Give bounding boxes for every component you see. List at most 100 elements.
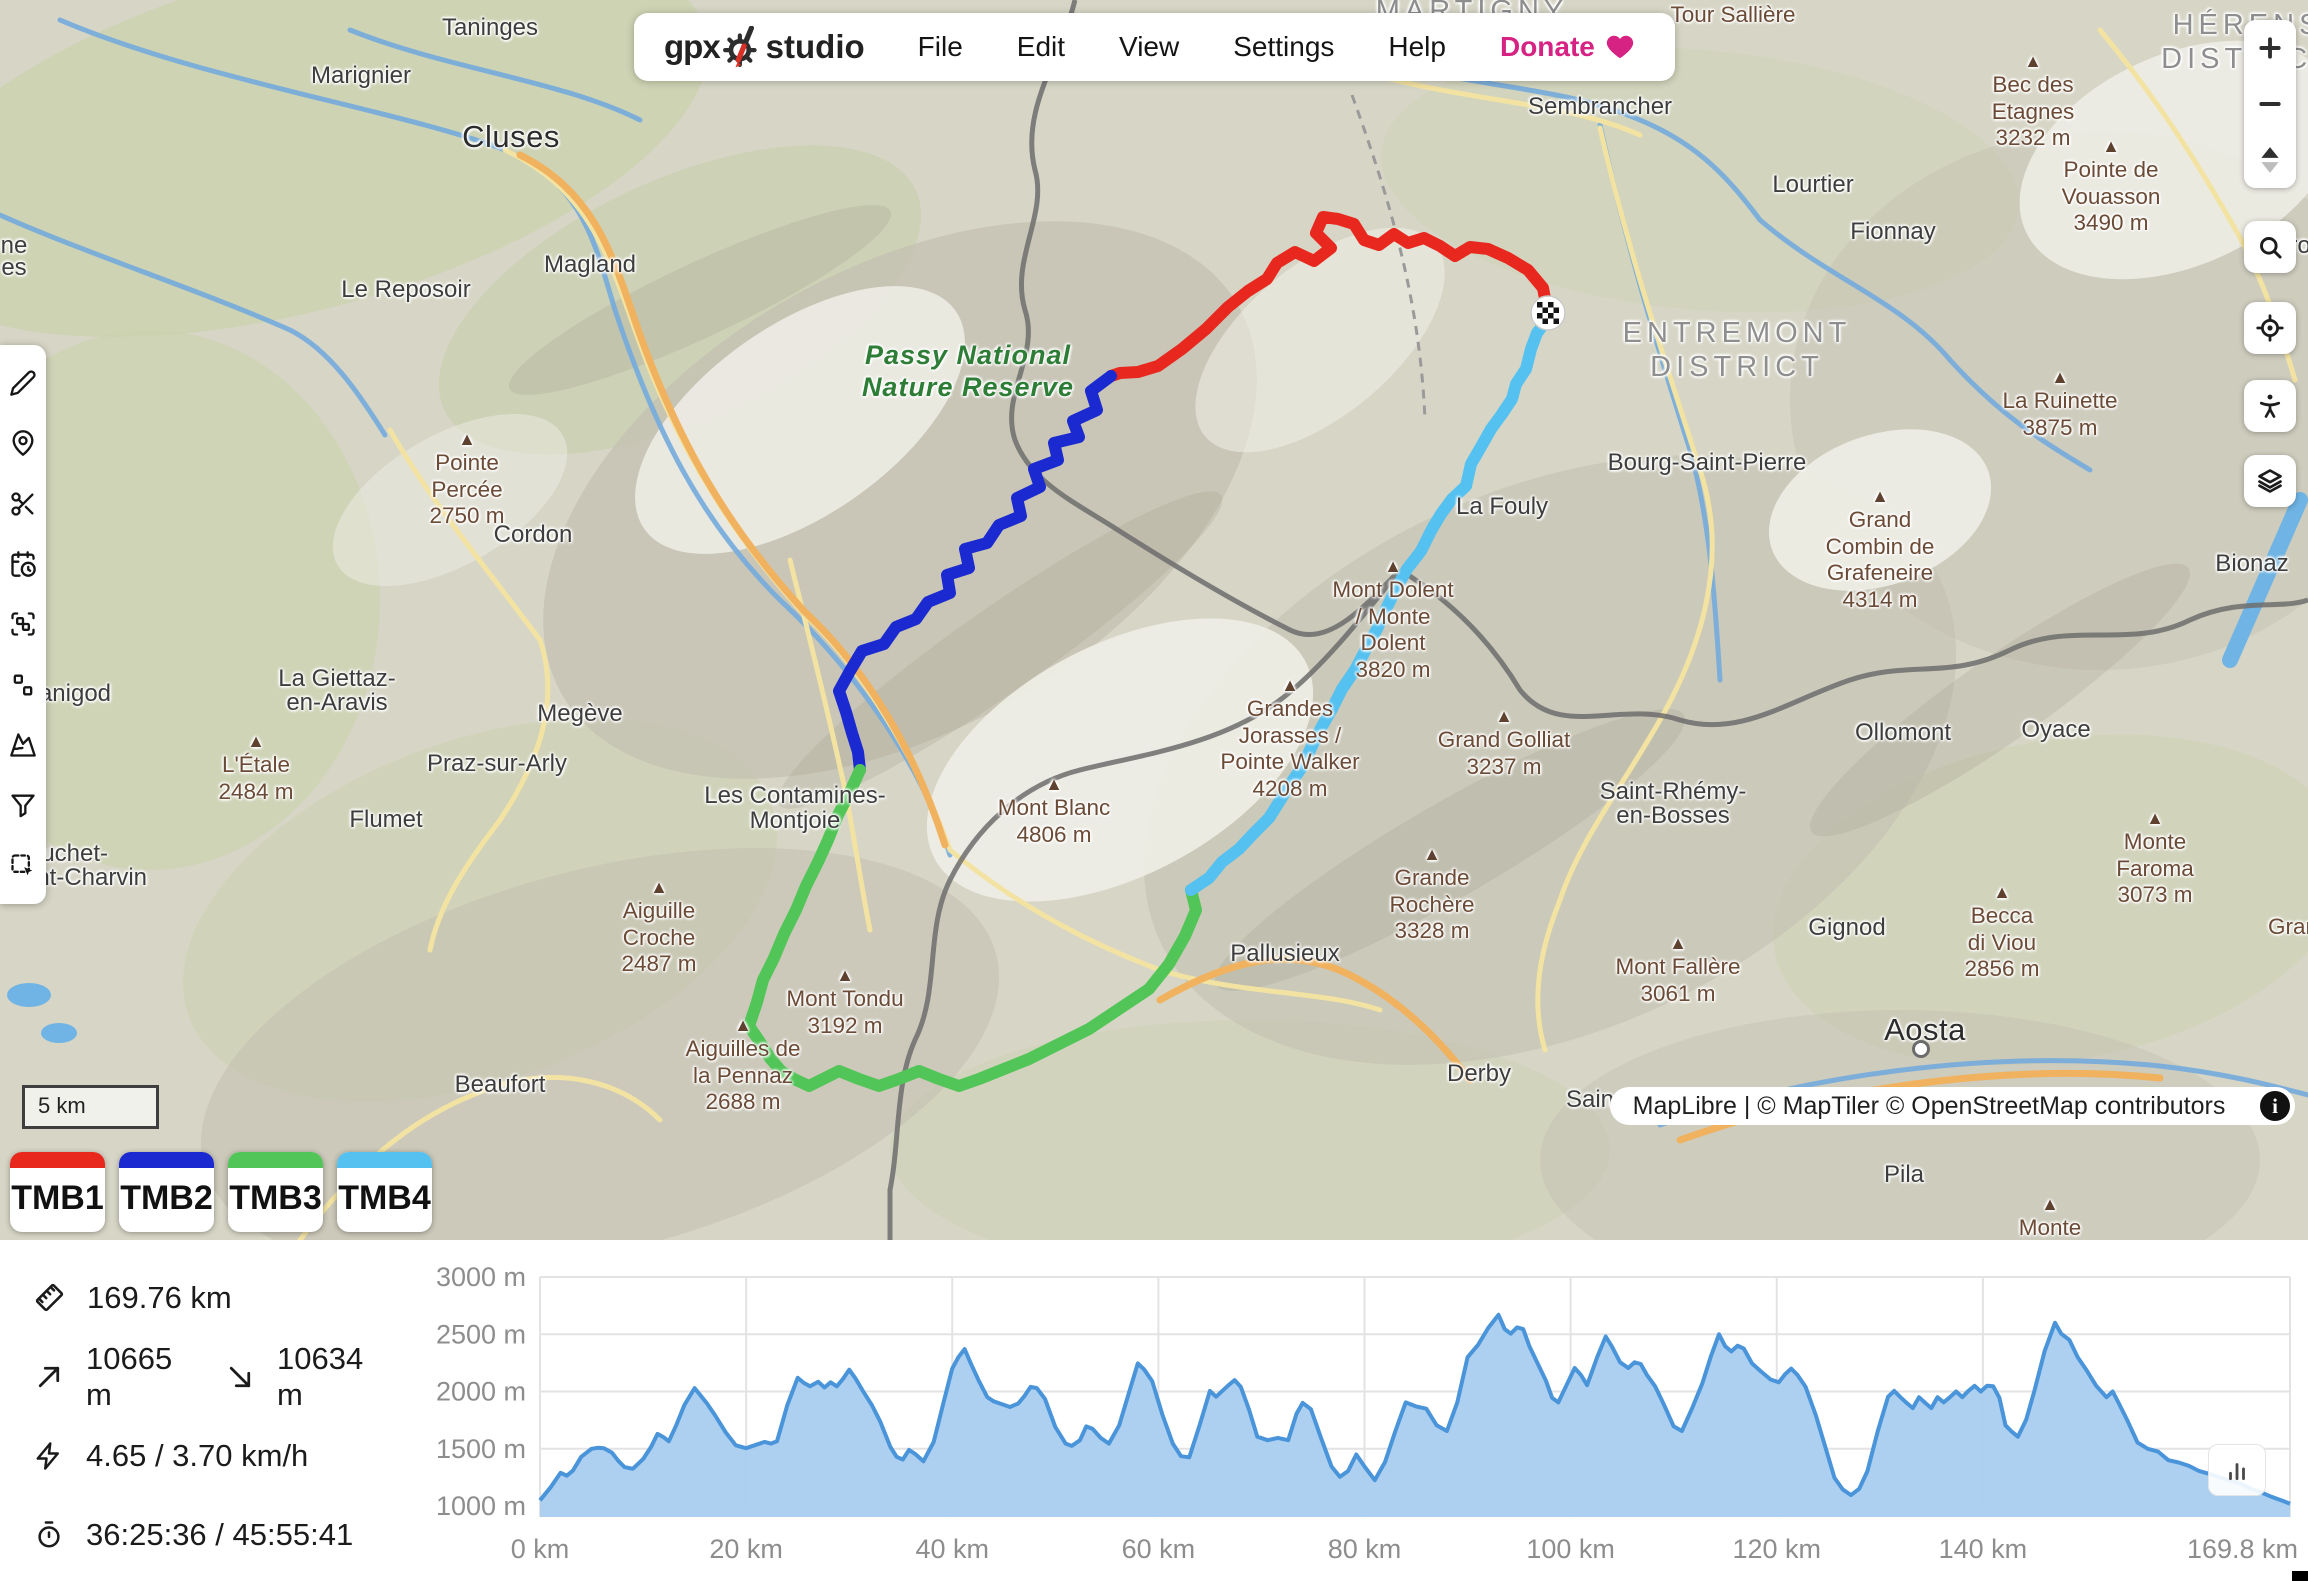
ruler-icon bbox=[35, 1283, 64, 1312]
lake bbox=[41, 1023, 77, 1043]
peak-triangle-icon: ▲ bbox=[1871, 486, 1889, 506]
lake bbox=[7, 983, 51, 1007]
app-logo[interactable]: gpx studio bbox=[664, 26, 865, 68]
track-tab-tmb2[interactable]: TMB2 bbox=[119, 1152, 214, 1232]
map-label-town: Flumet bbox=[349, 806, 423, 833]
info-icon[interactable]: i bbox=[2260, 1091, 2290, 1121]
calendar-clock-icon[interactable] bbox=[3, 544, 43, 584]
map-label-town: La Fouly bbox=[1455, 493, 1549, 520]
map-label-town: ne bbox=[0, 232, 28, 259]
stat-distance: 169.76 km bbox=[34, 1258, 394, 1337]
peak-triangle-icon: ▲ bbox=[1384, 556, 1402, 576]
map-label-peak: ▲ Grande Rochère 3328 m bbox=[1389, 844, 1475, 944]
track-TMB4[interactable] bbox=[1185, 309, 1554, 896]
stat-speed: 4.65 / 3.70 km/h bbox=[34, 1416, 394, 1495]
map-label-nature-reserve: Passy National Nature Reserve bbox=[861, 340, 1075, 402]
tilt-button[interactable] bbox=[2244, 132, 2296, 188]
track-TMB1[interactable] bbox=[1105, 211, 1554, 382]
map-label-peak: ▲ Monte Faroma 3073 m bbox=[2116, 808, 2194, 908]
map-label-town: en-Aravis bbox=[286, 689, 388, 716]
map-label-town: Megève bbox=[537, 700, 623, 727]
peak-triangle-icon: ▲ bbox=[458, 429, 476, 449]
menubar: gpx studio File Edit View Settings Help Dona… bbox=[634, 13, 1675, 81]
map-label-peak: ▲ Grandes Jorasses / Pointe Walker 4208 m bbox=[1220, 675, 1360, 801]
menu-item-edit[interactable]: Edit bbox=[1016, 31, 1066, 62]
funnel-icon[interactable] bbox=[3, 785, 43, 825]
map-label-peak: Tour Sallière bbox=[1670, 2, 1796, 27]
menu-item-file[interactable]: File bbox=[917, 31, 963, 62]
track-tab-tmb4[interactable]: TMB4 bbox=[337, 1152, 432, 1232]
zap-icon bbox=[36, 1441, 59, 1470]
map-label-peak: ▲ Mont Blanc 4806 m bbox=[997, 774, 1111, 847]
map-label-town: es bbox=[1, 254, 27, 281]
track-tabs: TMB1 TMB2 TMB3 TMB4 bbox=[10, 1152, 432, 1232]
elevation-panel: 169.76 km 10665 m 10634 m 4.65 / 3.70 km… bbox=[0, 1240, 2308, 1581]
layers-icon[interactable] bbox=[2244, 455, 2296, 507]
map-label-town: Le Reposoir bbox=[341, 276, 471, 303]
tab-color-stripe bbox=[337, 1152, 432, 1168]
map-label-peak: ▲ Pointe de Vouasson 3490 m bbox=[2061, 136, 2161, 236]
map-label-town: Fionnay bbox=[1850, 218, 1936, 245]
track-TMB2[interactable] bbox=[833, 370, 1117, 776]
map-labels: Taninges Marignier Cluses Magland Le Reposoi… bbox=[0, 0, 2308, 1240]
menu-item-settings[interactable]: Settings bbox=[1233, 31, 1335, 62]
map-label-town: Sain bbox=[1565, 1086, 1615, 1113]
peak-triangle-icon: ▲ bbox=[2024, 51, 2042, 71]
logo-studio-text: studio bbox=[765, 28, 865, 65]
map-label-town: Oyace bbox=[2021, 716, 2091, 743]
donate-label: Donate bbox=[1499, 31, 1595, 62]
map-canvas[interactable]: Taninges Marignier Cluses Magland Le Reposoi… bbox=[0, 0, 2308, 1240]
distance-value: 169.76 km bbox=[87, 1279, 232, 1315]
map-label-town: Pila bbox=[1883, 1161, 1925, 1188]
merge-scan-icon[interactable] bbox=[3, 604, 43, 644]
speed-value: 4.65 / 3.70 km/h bbox=[86, 1437, 309, 1473]
map-label-peak: Gran bbox=[2267, 914, 2308, 939]
map-terrain bbox=[0, 0, 2308, 1240]
map-pin-icon[interactable] bbox=[3, 423, 43, 463]
locate-icon[interactable] bbox=[2244, 302, 2296, 354]
elevation-chart[interactable]: 1000 m 1500 m 2000 m 2500 m 3000 m 0 km 20 km 4… bbox=[390, 1240, 2308, 1581]
map-label-town: Bourg-Saint-Pierre bbox=[1607, 449, 1807, 476]
locate-control bbox=[2244, 302, 2296, 354]
map-attribution: MapLibre | © MapTiler © OpenStreetMap co… bbox=[1610, 1087, 2295, 1125]
search-icon[interactable] bbox=[2244, 221, 2296, 273]
map-label-town: Cordon bbox=[493, 521, 573, 548]
svg-text:20 km: 20 km bbox=[709, 1534, 783, 1564]
tab-label: TMB4 bbox=[338, 1179, 431, 1217]
stat-elevation-gain: 10665 m 10634 m bbox=[34, 1337, 394, 1416]
zoom-in-button[interactable] bbox=[2244, 20, 2296, 76]
stats-panel: 169.76 km 10665 m 10634 m 4.65 / 3.70 km… bbox=[34, 1258, 394, 1574]
svg-text:140 km: 140 km bbox=[1939, 1534, 2028, 1564]
track-TMB3[interactable] bbox=[743, 764, 1202, 1092]
map-label-peak: ▲ Aiguille Croche 2487 m bbox=[621, 877, 697, 977]
lake-reservoir bbox=[2222, 492, 2308, 668]
map-label-town: Montjoie bbox=[749, 807, 841, 834]
track-tab-tmb1[interactable]: TMB1 bbox=[10, 1152, 105, 1232]
menu-item-view[interactable]: View bbox=[1119, 31, 1180, 62]
chart-options-button[interactable] bbox=[2208, 1444, 2266, 1496]
donate-button[interactable]: Donate bbox=[1473, 31, 1645, 63]
mountain-icon[interactable] bbox=[3, 725, 43, 765]
stat-time: 36:25:36 / 45:55:41 bbox=[34, 1495, 394, 1574]
box-select-icon[interactable] bbox=[3, 846, 43, 886]
tab-color-stripe bbox=[228, 1152, 323, 1168]
map-label-town: Pallusieux bbox=[1230, 940, 1340, 967]
heart-icon bbox=[1606, 35, 1634, 59]
peak-triangle-icon: ▲ bbox=[1993, 882, 2011, 902]
time-value: 36:25:36 / 45:55:41 bbox=[86, 1516, 354, 1552]
accessibility-icon[interactable] bbox=[2244, 380, 2296, 432]
scale-text: 5 km bbox=[38, 1093, 86, 1118]
zoom-out-button[interactable] bbox=[2244, 76, 2296, 132]
track-tab-tmb3[interactable]: TMB3 bbox=[228, 1152, 323, 1232]
menu-item-help[interactable]: Help bbox=[1388, 31, 1446, 62]
peak-triangle-icon: ▲ bbox=[247, 731, 265, 751]
svg-text:100 km: 100 km bbox=[1526, 1534, 1615, 1564]
peak-triangle-icon: ▲ bbox=[2051, 367, 2069, 387]
ascent-arrow-icon bbox=[38, 1366, 60, 1387]
extract-squares-icon[interactable] bbox=[3, 665, 43, 705]
scissors-icon[interactable] bbox=[3, 484, 43, 524]
start-finish-marker[interactable] bbox=[1530, 295, 1566, 331]
pencil-icon[interactable] bbox=[3, 363, 43, 403]
map-label-peak: ▲ Mont Tondu 3192 m bbox=[786, 965, 904, 1038]
